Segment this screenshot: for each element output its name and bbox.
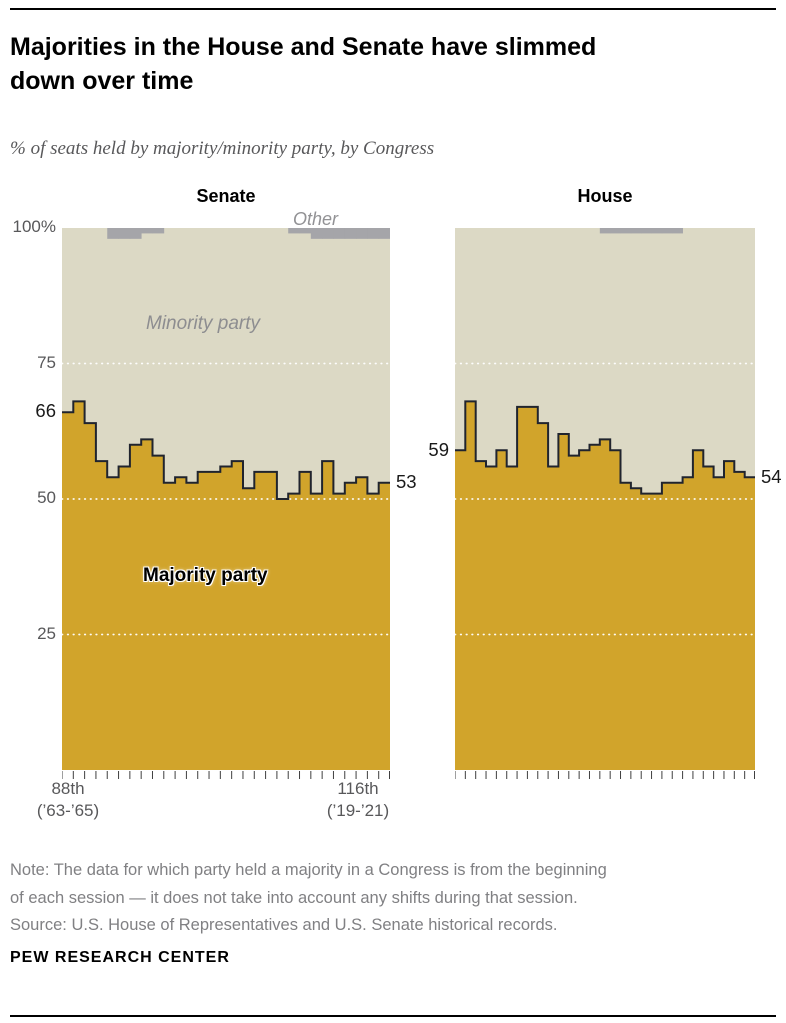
other-series-label: Other	[293, 209, 339, 229]
majority-party-label: Majority party	[143, 565, 268, 586]
x-axis-label-116th-years: (’19-’21)	[326, 801, 390, 820]
y-axis-label-100: 100%	[12, 217, 56, 236]
x-axis-label-88th-years: (’63-’65)	[36, 801, 100, 820]
house-step-area-chart	[455, 228, 755, 779]
minority-party-label: Minority party	[146, 313, 261, 334]
x-axis-label-88th: 88th	[51, 779, 85, 798]
house-start-value: 59	[428, 439, 449, 460]
note-line-3: Source: U.S. House of Representatives an…	[10, 916, 558, 934]
pew-research-center-wordmark: PEW RESEARCH CENTER	[10, 949, 230, 966]
title-line-1: Majorities in the House and Senate have …	[10, 33, 597, 61]
note-block: Note: The data for which party held a ma…	[10, 857, 607, 940]
senate-panel-title: Senate	[196, 186, 256, 206]
note-line-1: Note: The data for which party held a ma…	[10, 861, 607, 879]
senate-end-value: 53	[396, 471, 417, 492]
y-axis-label-25: 25	[37, 624, 56, 643]
top-rule	[10, 8, 776, 10]
house-end-value: 54	[761, 466, 782, 487]
title-line-2: down over time	[10, 67, 194, 95]
senate-step-area-chart	[62, 228, 390, 779]
note-line-2: of each session — it does not take into …	[10, 888, 578, 907]
bottom-rule	[10, 1015, 776, 1017]
senate-start-value: 66	[35, 400, 56, 421]
house-panel-title: House	[577, 186, 633, 206]
x-axis-label-116th: 116th	[337, 779, 379, 798]
y-axis-label-75: 75	[37, 353, 56, 372]
y-axis-label-50: 50	[37, 488, 56, 507]
page-title: Majorities in the House and Senate have …	[10, 30, 596, 98]
chart-subtitle: % of seats held by majority/minority par…	[10, 138, 435, 159]
